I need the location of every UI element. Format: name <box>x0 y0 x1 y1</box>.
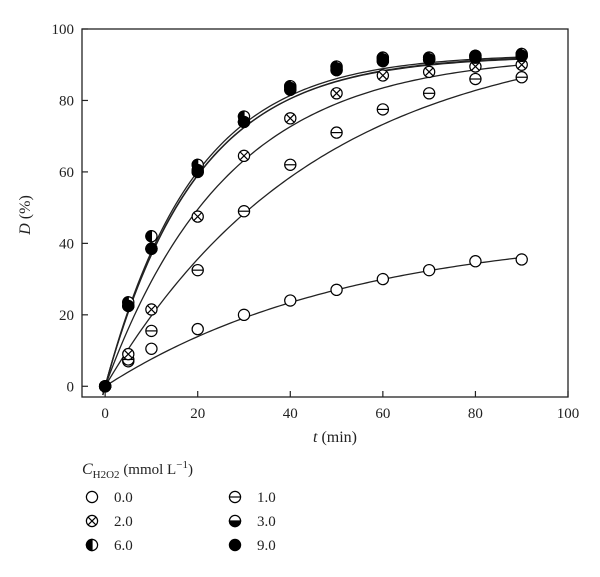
data-point-9.0 <box>469 49 482 62</box>
data-point-6.0 <box>145 230 158 243</box>
legend-marker-0.0 <box>85 490 99 504</box>
legend-title-exp: −1 <box>176 459 188 471</box>
x-tick-label: 20 <box>190 406 205 422</box>
x-tick-label: 0 <box>101 406 109 422</box>
y-axis-title-unit: (%) <box>17 195 34 223</box>
data-point-2.0 <box>145 303 158 316</box>
axis-ticks: 0 20 40 60 80 100 0 20 40 60 80 100 <box>52 22 580 422</box>
legend-marker-2.0 <box>85 514 99 528</box>
plot-frame <box>81 28 569 398</box>
fit-curve-2.0 <box>102 64 520 393</box>
fit-curve-1.0 <box>102 78 520 391</box>
data-point-2.0 <box>122 347 135 361</box>
y-tick-label: 0 <box>67 379 75 395</box>
y-axis-title: D (%) <box>17 195 34 236</box>
data-point-0.0 <box>422 263 436 277</box>
data-point-9.0 <box>191 163 204 177</box>
data-point-1.0 <box>330 126 343 139</box>
data-point-1.0 <box>237 205 251 218</box>
legend-marker-3.0 <box>228 514 242 528</box>
y-tick-label: 40 <box>59 236 74 252</box>
data-point-2.0 <box>515 58 528 71</box>
data-point-9.0 <box>376 53 390 66</box>
fit-curve-9.0 <box>102 57 520 395</box>
legend-title-sub: H2O2 <box>93 469 120 481</box>
legend-label: 0.0 <box>114 490 133 506</box>
x-axis-title: t (min) <box>313 429 357 446</box>
data-point-0.0 <box>330 283 343 297</box>
legend-label: 1.0 <box>257 490 276 506</box>
legend-label: 2.0 <box>114 514 133 530</box>
legend-marker-6.0 <box>85 538 99 552</box>
data-point-1.0 <box>145 324 158 338</box>
legend-items: 0.0 1.0 2.0 3.0 6.0 9.0 <box>85 490 276 554</box>
data-point-0.0 <box>145 342 158 355</box>
data-points <box>98 47 528 393</box>
data-point-9.0 <box>330 62 343 75</box>
data-point-9.0 <box>122 299 135 313</box>
data-point-1.0 <box>422 87 436 100</box>
legend-label: 9.0 <box>257 538 276 554</box>
legend-title: CH2O2 (mmol L−1) <box>82 459 193 481</box>
x-axis-title-var: t <box>313 429 318 446</box>
data-point-1.0 <box>191 263 204 277</box>
data-point-0.0 <box>284 294 297 307</box>
data-point-1.0 <box>376 103 390 116</box>
legend-label: 3.0 <box>257 514 276 530</box>
x-tick-label: 80 <box>468 406 483 422</box>
data-point-2.0 <box>376 69 390 82</box>
data-point-1.0 <box>515 71 528 84</box>
fit-curves <box>102 56 520 396</box>
x-tick-label: 40 <box>283 406 298 422</box>
legend-label: 6.0 <box>114 538 133 554</box>
legend: CH2O2 (mmol L−1) 0.0 1.0 2.0 3.0 6.0 9.0 <box>82 459 276 554</box>
data-point-0.0 <box>237 308 251 322</box>
data-point-9.0 <box>98 380 112 393</box>
data-point-9.0 <box>284 81 297 95</box>
data-point-2.0 <box>422 65 436 79</box>
fit-curve-6.0 <box>102 56 520 396</box>
data-point-0.0 <box>469 255 482 268</box>
data-point-9.0 <box>237 115 251 129</box>
data-point-2.0 <box>330 87 343 100</box>
data-point-9.0 <box>515 49 528 62</box>
x-tick-label: 60 <box>375 406 390 422</box>
data-point-0.0 <box>376 272 390 286</box>
y-tick-label: 80 <box>59 93 74 109</box>
legend-marker-1.0 <box>228 490 242 504</box>
legend-title-close: ) <box>188 462 193 478</box>
data-point-0.0 <box>191 322 204 336</box>
legend-title-unit: (mmol L <box>120 462 177 478</box>
data-point-9.0 <box>145 242 158 255</box>
fit-curve-0.0 <box>102 257 520 389</box>
y-axis-title-var: D <box>17 223 34 236</box>
legend-marker-9.0 <box>228 538 242 552</box>
y-tick-label: 60 <box>59 165 74 181</box>
data-point-9.0 <box>422 53 436 66</box>
x-axis-title-unit: (min) <box>317 429 357 446</box>
y-tick-label: 100 <box>52 22 75 38</box>
data-point-1.0 <box>469 72 482 86</box>
data-point-0.0 <box>515 253 528 266</box>
x-tick-label: 100 <box>557 406 580 422</box>
data-point-1.0 <box>284 158 297 171</box>
data-point-2.0 <box>469 60 482 73</box>
data-point-2.0 <box>237 149 251 163</box>
y-tick-label: 20 <box>59 308 74 324</box>
data-point-2.0 <box>284 112 297 125</box>
data-point-2.0 <box>191 210 204 223</box>
legend-title-var: C <box>82 461 93 478</box>
